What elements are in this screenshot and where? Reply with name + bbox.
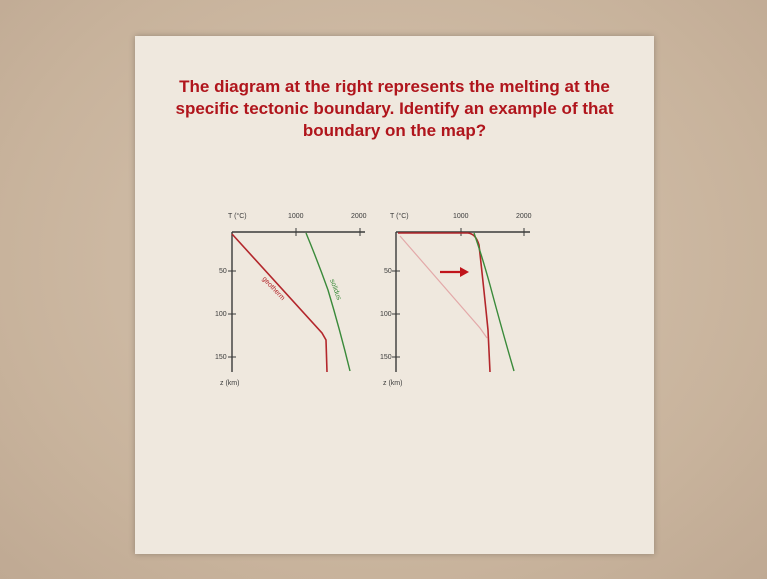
slide: The diagram at the right represents the … bbox=[135, 36, 654, 554]
right-temp-tick-label-1000: 1000 bbox=[453, 213, 469, 220]
right-solidus-curve bbox=[473, 232, 515, 372]
slide-title: The diagram at the right represents the … bbox=[175, 77, 614, 140]
right-depth-axis-label: z (km) bbox=[383, 380, 402, 387]
arrow-icon bbox=[440, 267, 469, 277]
left-temp-axis-label: T (°C) bbox=[228, 212, 247, 220]
left-temp-tick-label-2000: 2000 bbox=[351, 213, 367, 220]
left-depth-tick-label-100: 100 bbox=[215, 311, 227, 318]
panel-right: T (°C) 1000 2000 50 100 150 z (km) bbox=[380, 212, 532, 387]
right-depth-tick-label-150: 150 bbox=[380, 354, 392, 361]
left-depth-tick-label-50: 50 bbox=[219, 268, 227, 275]
left-depth-tick-label-150: 150 bbox=[215, 354, 227, 361]
left-temp-tick-label-1000: 1000 bbox=[288, 213, 304, 220]
left-depth-axis-label: z (km) bbox=[220, 380, 239, 387]
left-geotherm-curve bbox=[231, 233, 328, 373]
right-old-geotherm-curve bbox=[399, 235, 488, 339]
right-depth-tick-label-50: 50 bbox=[384, 268, 392, 275]
right-depth-tick-label-100: 100 bbox=[380, 311, 392, 318]
right-geotherm-curve bbox=[398, 232, 491, 373]
right-temp-tick-label-2000: 2000 bbox=[516, 213, 532, 220]
panel-left: T (°C) 1000 2000 50 100 150 z (km) geoth… bbox=[215, 212, 367, 387]
left-solidus-curve bbox=[305, 232, 351, 372]
right-temp-axis-label: T (°C) bbox=[390, 212, 409, 220]
